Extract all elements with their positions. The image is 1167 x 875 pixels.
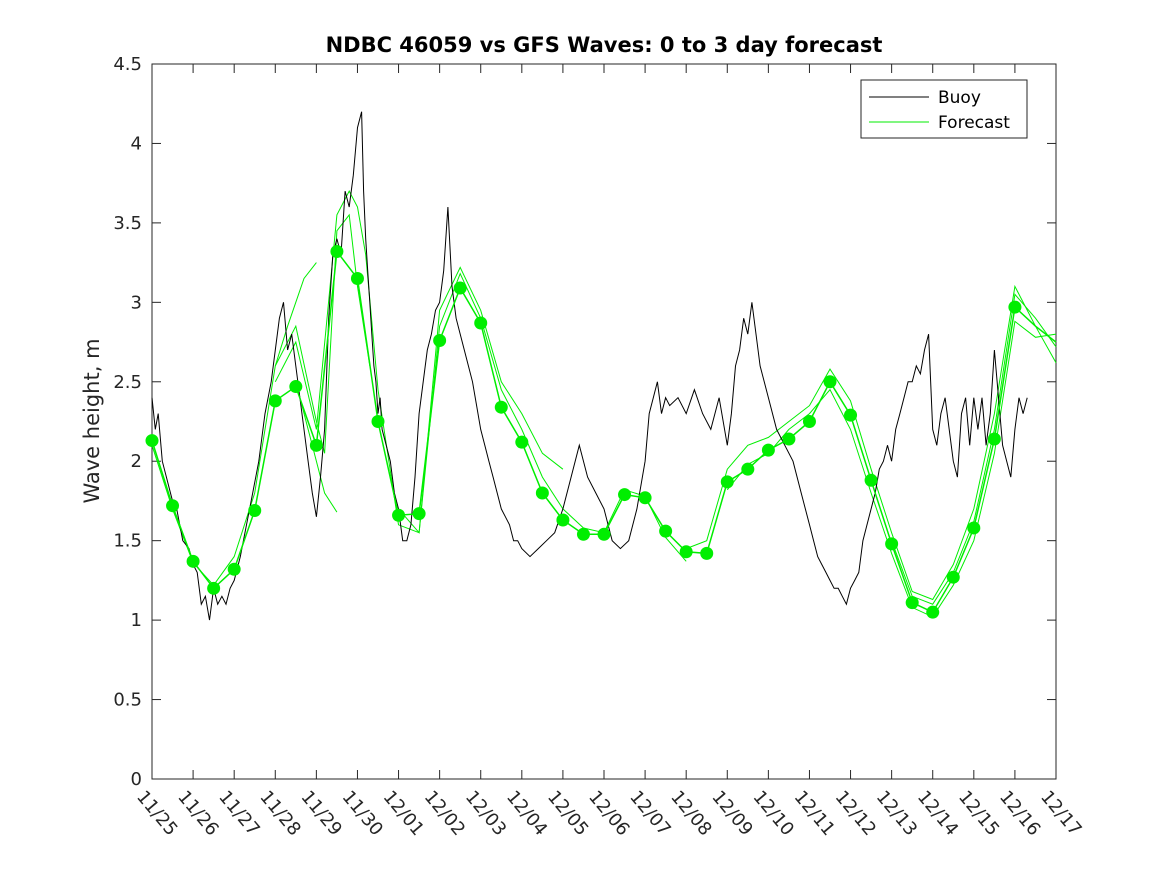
forecast-point [145, 434, 159, 448]
forecast-point [248, 503, 262, 517]
legend-label-buoy: Buoy [938, 88, 981, 108]
forecast-ensemble-line-6 [686, 284, 1057, 601]
forecast-point [864, 473, 878, 487]
axes-box [151, 63, 1057, 780]
forecast-point [309, 438, 323, 452]
forecast-point [330, 244, 344, 258]
forecast-point [515, 435, 529, 449]
buoy-series-line [151, 111, 1028, 621]
forecast-point [1008, 300, 1022, 314]
forecast-point [905, 596, 919, 610]
forecast-point [597, 527, 611, 541]
series-layer [145, 111, 1057, 621]
forecast-point [289, 380, 303, 394]
forecast-ensemble-line-2 [274, 190, 564, 534]
forecast-point [638, 491, 652, 505]
plot-area [151, 63, 1057, 780]
forecast-point [659, 524, 673, 538]
forecast-point [967, 521, 981, 535]
forecast-point [926, 605, 940, 619]
forecast-point [802, 415, 816, 428]
forecast-point [371, 415, 385, 428]
forecast-point [433, 333, 447, 347]
chart-title: NDBC 46059 vs GFS Waves: 0 to 3 day fore… [326, 33, 883, 57]
forecast-point [720, 475, 734, 489]
forecast-point [700, 546, 714, 560]
legend-label-forecast: Forecast [938, 113, 1010, 133]
forecast-point [166, 499, 180, 513]
y-tick-label: 2.5 [113, 372, 142, 393]
y-tick-label: 4.5 [113, 54, 142, 75]
y-tick-label: 1 [131, 610, 142, 631]
forecast-ensemble-line-7 [726, 320, 1057, 618]
forecast-point [987, 432, 1001, 446]
y-tick-label: 3.5 [113, 213, 142, 234]
forecast-point [946, 570, 960, 584]
forecast-point [268, 394, 282, 408]
forecast-point [535, 486, 549, 500]
forecast-point [823, 375, 837, 389]
y-axis: 0 0.5 1 1.5 2 2.5 3 3.5 4 4.5 [113, 54, 1056, 790]
forecast-point [844, 408, 858, 422]
y-tick-label: 3 [131, 292, 142, 313]
forecast-point [227, 562, 241, 576]
forecast-point [618, 488, 632, 502]
forecast-point [186, 554, 200, 568]
forecast-point [350, 272, 364, 285]
y-tick-label: 2 [131, 451, 142, 472]
forecast-point [412, 507, 426, 521]
forecast-point [474, 316, 488, 330]
forecast-point [207, 581, 221, 595]
legend: Buoy Forecast [860, 79, 1028, 139]
forecast-ensemble-line-5 [398, 272, 687, 562]
forecast-point [885, 537, 899, 551]
y-tick-label: 4 [131, 133, 142, 154]
legend-box [860, 79, 1028, 139]
y-axis-label: Wave height, m [80, 338, 104, 503]
forecast-point [556, 513, 570, 527]
forecast-point [761, 443, 775, 457]
forecast-point [782, 432, 796, 446]
y-tick-label: 1.5 [113, 531, 142, 552]
forecast-point [453, 281, 467, 295]
forecast-point [494, 400, 508, 414]
forecast-point [576, 527, 590, 541]
y-tick-label: 0 [131, 769, 142, 790]
forecast-point [679, 545, 693, 559]
forecast-point [741, 462, 755, 476]
y-tick-label: 0.5 [113, 690, 142, 711]
forecast-point [392, 508, 406, 522]
